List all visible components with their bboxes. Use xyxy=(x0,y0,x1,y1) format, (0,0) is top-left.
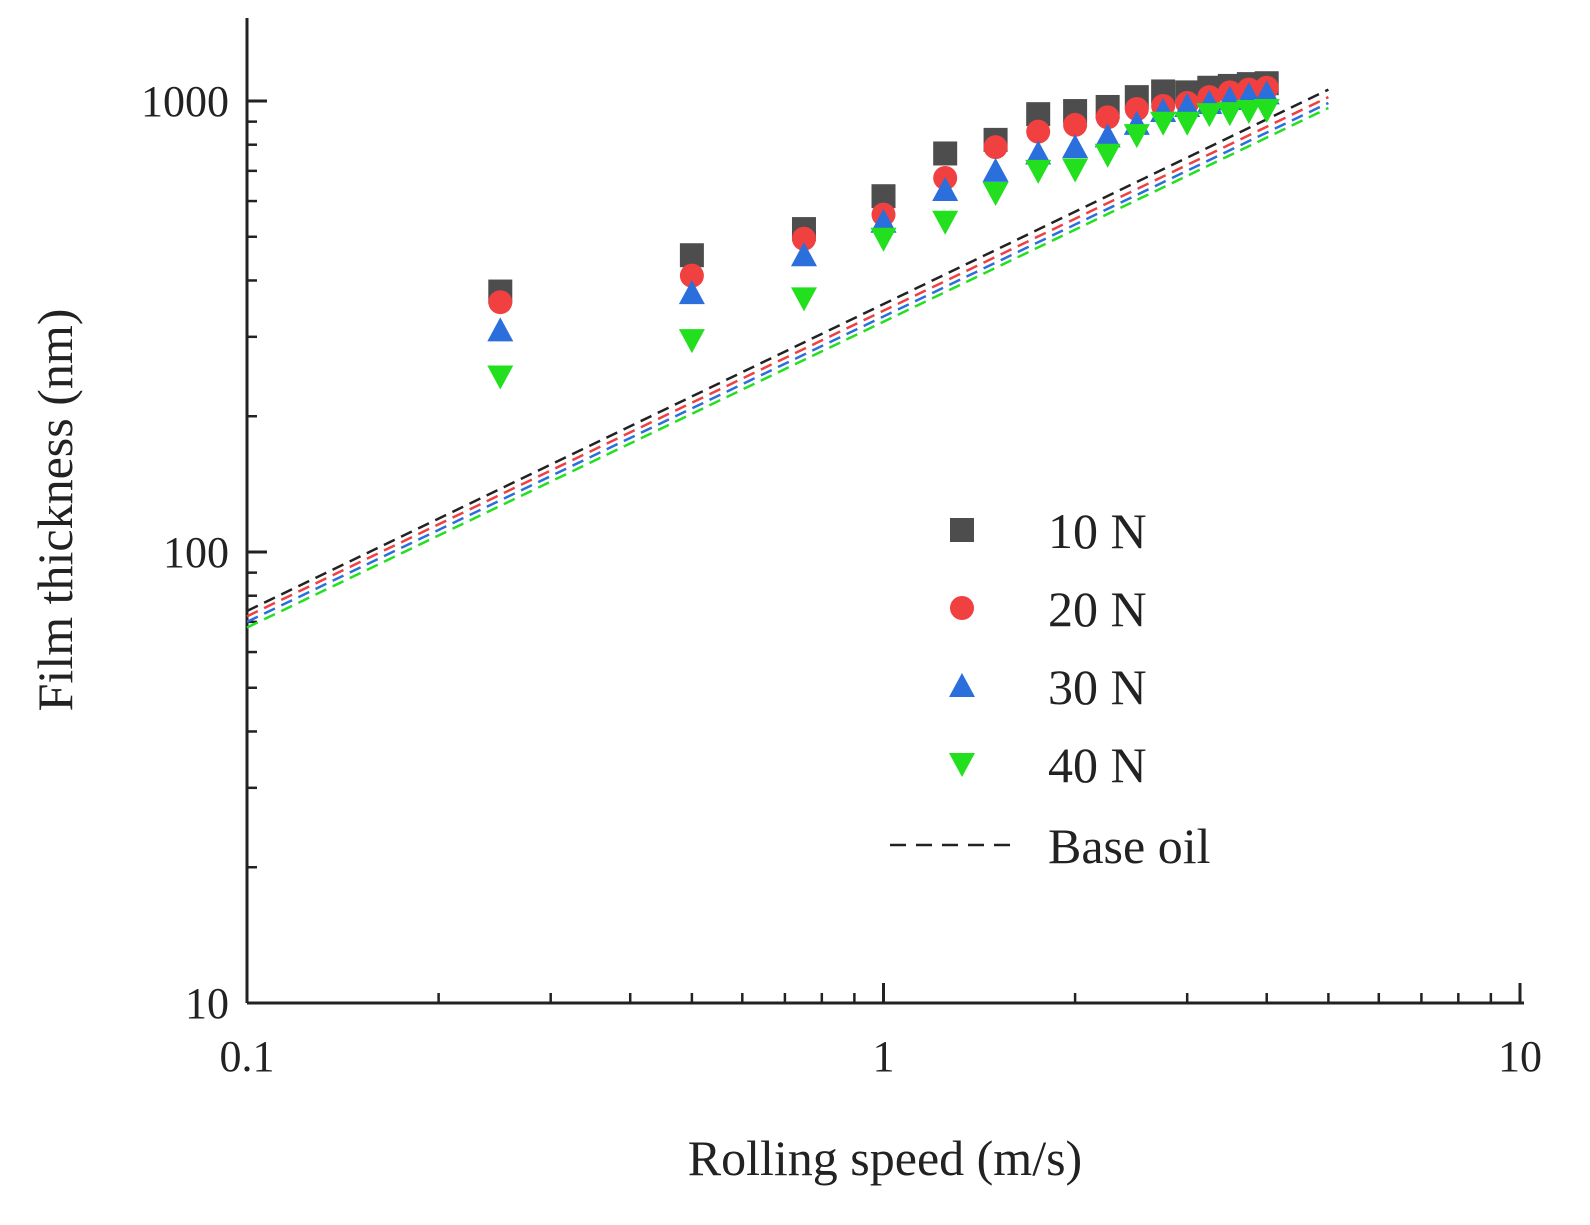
y-tick-label: 1000 xyxy=(141,77,229,126)
base-oil-line-1 xyxy=(246,88,1329,613)
base-oil-line-4 xyxy=(246,106,1329,629)
x-tick-label: 1 xyxy=(873,1032,895,1081)
y-axis-title: Film thickness (nm) xyxy=(27,309,83,712)
point-30n xyxy=(870,208,897,233)
point-20n xyxy=(1026,119,1051,144)
point-20n xyxy=(1095,105,1120,130)
major-ticks-layer: 0.1 1 10 10 100 1000 xyxy=(141,77,1542,1081)
point-40n xyxy=(1025,159,1052,184)
legend-label-20n: 20 N xyxy=(1048,581,1147,637)
point-20n xyxy=(679,263,704,288)
point-30n xyxy=(932,176,959,201)
point-30n xyxy=(790,242,817,267)
point-10n xyxy=(679,243,704,268)
point-20n xyxy=(1124,96,1149,121)
point-40n xyxy=(870,227,897,252)
point-40n xyxy=(1123,124,1150,149)
point-40n xyxy=(1174,111,1201,136)
minor-ticks-layer xyxy=(247,120,1493,1003)
x-axis-title: Rolling speed (m/s) xyxy=(688,1130,1082,1186)
legend-marker-20n xyxy=(950,596,974,620)
point-40n xyxy=(1094,143,1121,168)
point-40n xyxy=(1196,103,1223,128)
data-points xyxy=(487,71,1280,390)
point-40n xyxy=(982,182,1009,207)
point-40n xyxy=(1062,158,1089,183)
x-tick-label: 0.1 xyxy=(220,1032,275,1081)
base-oil-lines xyxy=(246,88,1329,629)
point-40n xyxy=(790,287,817,312)
x-tick-label: 10 xyxy=(1498,1032,1542,1081)
point-30n xyxy=(1253,80,1280,105)
axes xyxy=(245,18,1524,1005)
point-20n xyxy=(488,290,513,315)
legend-marker-10n xyxy=(950,518,974,542)
point-20n xyxy=(791,226,816,251)
legend-label-40n: 40 N xyxy=(1048,737,1147,793)
point-40n xyxy=(487,365,514,390)
point-30n xyxy=(1094,123,1121,148)
legend-marker-40n xyxy=(949,753,975,777)
point-40n xyxy=(1216,102,1243,127)
y-tick-label: 100 xyxy=(163,528,229,577)
point-40n xyxy=(932,210,959,235)
point-20n xyxy=(1063,112,1088,137)
point-30n xyxy=(1174,92,1201,117)
point-30n xyxy=(1025,140,1052,165)
base-oil-line-2 xyxy=(246,95,1329,618)
legend-label-10n: 10 N xyxy=(1048,503,1147,559)
point-30n xyxy=(678,280,705,305)
y-tick-label: 10 xyxy=(185,979,229,1028)
legend: 10 N 20 N 30 N 40 N Base oil xyxy=(890,503,1210,874)
point-30n xyxy=(487,317,514,342)
legend-marker-30n xyxy=(949,673,975,697)
point-30n xyxy=(1062,134,1089,159)
point-40n xyxy=(1235,100,1262,125)
point-40n xyxy=(1150,111,1177,136)
point-10n xyxy=(933,141,958,166)
point-40n xyxy=(678,329,705,354)
point-40n xyxy=(1253,99,1280,124)
point-30n xyxy=(982,157,1009,182)
legend-label-base-oil: Base oil xyxy=(1048,818,1210,874)
base-oil-line-3 xyxy=(246,101,1329,623)
point-20n xyxy=(983,135,1008,160)
legend-label-30n: 30 N xyxy=(1048,659,1147,715)
